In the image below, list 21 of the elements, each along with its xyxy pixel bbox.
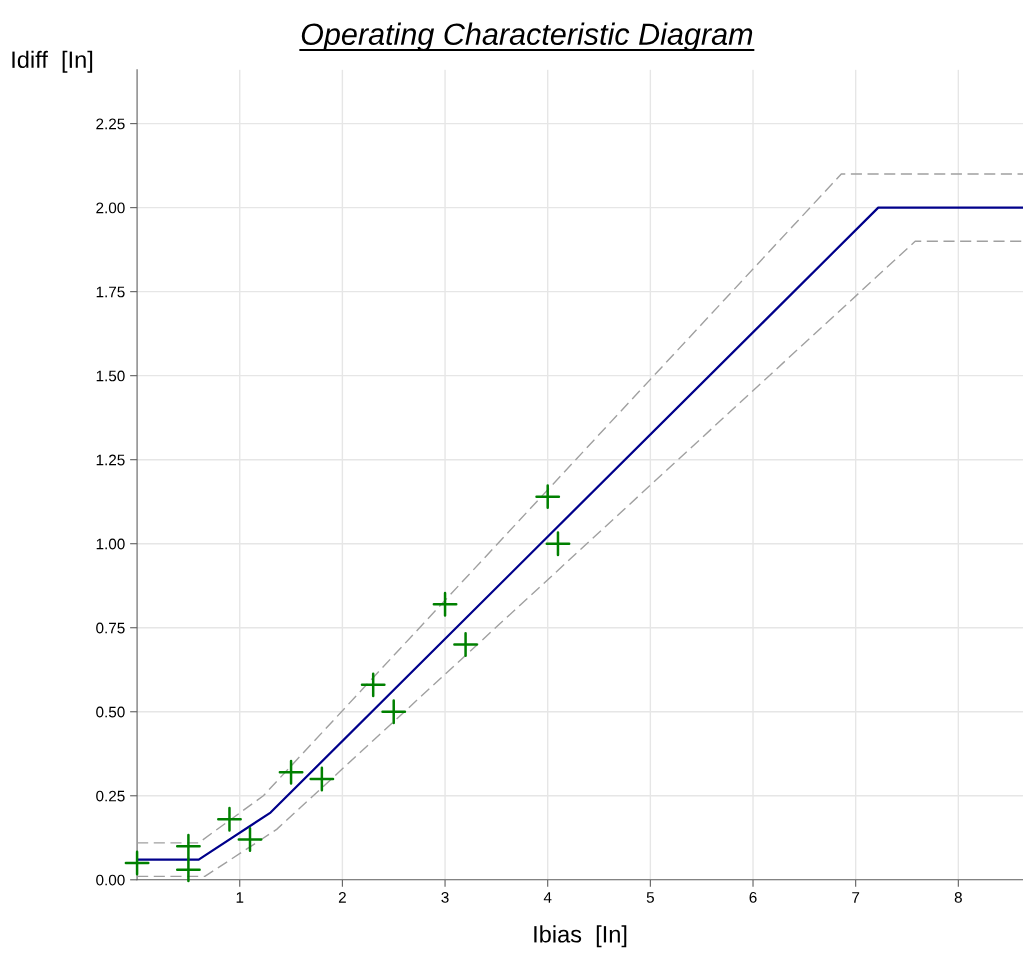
x-tick-label: 8 bbox=[954, 892, 962, 903]
y-axis-title: Idiff [In] bbox=[12, 50, 93, 73]
x-tick-label: 5 bbox=[646, 892, 654, 903]
y-tick-label: 1.25 bbox=[96, 454, 125, 466]
y-tick-label: 1.00 bbox=[96, 538, 125, 550]
x-tick-label: 2 bbox=[338, 892, 346, 903]
y-tick-label: 2.00 bbox=[96, 202, 125, 214]
chart-title: Operating Characteristic Diagram bbox=[301, 22, 753, 52]
y-tick-label: 0.75 bbox=[96, 622, 125, 634]
x-tick-label: 6 bbox=[749, 892, 757, 903]
y-tick-label: 0.00 bbox=[96, 874, 125, 886]
x-tick-label: 1 bbox=[236, 892, 244, 903]
x-tick-label: 4 bbox=[543, 892, 552, 903]
y-tick-label: 2.25 bbox=[96, 118, 125, 130]
x-axis-title: Ibias [In] bbox=[534, 925, 627, 948]
y-tick-label: 1.75 bbox=[96, 286, 125, 298]
x-tick-label: 7 bbox=[852, 892, 860, 903]
y-tick-label: 0.25 bbox=[96, 790, 125, 802]
y-tick-label: 1.50 bbox=[96, 370, 125, 382]
x-tick-label: 3 bbox=[441, 892, 449, 903]
y-tick-label: 0.50 bbox=[96, 706, 125, 718]
